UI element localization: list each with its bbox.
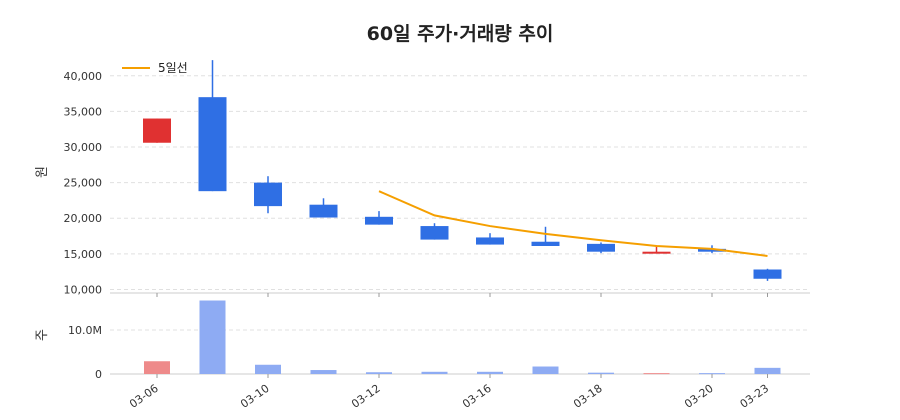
x-tick-label: 03-10 bbox=[238, 382, 272, 411]
price-y-tick-label: 15,000 bbox=[64, 248, 103, 261]
volume-bar bbox=[144, 361, 170, 374]
legend: 5일선 bbox=[122, 61, 188, 75]
x-tick-label: 03-06 bbox=[127, 382, 161, 411]
candle-body bbox=[420, 226, 449, 240]
candle-body bbox=[698, 248, 726, 252]
price-y-tick-label: 25,000 bbox=[64, 177, 103, 190]
volume-bar bbox=[366, 372, 392, 374]
volume-y-tick-label: 0 bbox=[95, 368, 102, 381]
volume-bar bbox=[532, 366, 559, 374]
candle-body bbox=[531, 241, 560, 246]
x-tick-label: 03-23 bbox=[738, 382, 772, 411]
candle-body bbox=[476, 237, 504, 245]
price-y-ticks: 10,000 15,000 20,000 25,000 30,000 35,000 40,0… bbox=[64, 70, 103, 297]
candle-body bbox=[254, 182, 282, 207]
volume-bar bbox=[588, 372, 614, 374]
price-y-tick-label: 10,000 bbox=[64, 283, 103, 296]
candle-body bbox=[198, 97, 227, 192]
x-tick-label: 03-16 bbox=[460, 382, 494, 411]
candle-body bbox=[143, 118, 171, 143]
price-y-tick-label: 20,000 bbox=[64, 212, 103, 225]
candle-body bbox=[753, 269, 782, 279]
chart-title: 60일 주가·거래량 추이 bbox=[367, 23, 554, 45]
volume-bar bbox=[199, 300, 226, 374]
volume-bars bbox=[144, 300, 781, 375]
candle-body bbox=[587, 243, 615, 252]
price-y-tick-label: 30,000 bbox=[64, 141, 103, 154]
volume-bar bbox=[310, 370, 337, 374]
x-tick-label: 03-20 bbox=[682, 382, 716, 411]
legend-label: 5일선 bbox=[158, 61, 188, 75]
candle-body bbox=[642, 251, 671, 254]
price-y-tick-label: 35,000 bbox=[64, 105, 103, 118]
volume-y-label: 주 bbox=[35, 329, 50, 341]
price-panel: 10,000 15,000 20,000 25,000 30,000 35,000 40,0… bbox=[35, 60, 810, 296]
x-tick-label: 03-18 bbox=[571, 382, 605, 411]
volume-bar bbox=[255, 364, 281, 374]
volume-bar bbox=[421, 371, 448, 374]
volume-panel: 0 10.0M 주 bbox=[35, 300, 810, 381]
ma5-line bbox=[378, 190, 768, 257]
candle-body bbox=[365, 216, 393, 225]
price-grid bbox=[110, 75, 810, 294]
volume-bar bbox=[754, 367, 781, 374]
price-y-label: 원 bbox=[35, 166, 50, 178]
volume-bar bbox=[643, 373, 670, 375]
volume-bar bbox=[699, 373, 725, 375]
x-tick-label: 03-12 bbox=[349, 382, 383, 411]
candle-body bbox=[309, 204, 338, 218]
price-y-tick-label: 40,000 bbox=[64, 70, 103, 83]
volume-y-ticks: 0 10.0M bbox=[68, 324, 102, 381]
candles bbox=[143, 60, 782, 281]
volume-grid bbox=[110, 329, 810, 375]
volume-bar bbox=[477, 371, 503, 374]
volume-y-tick-label: 10.0M bbox=[68, 324, 102, 337]
